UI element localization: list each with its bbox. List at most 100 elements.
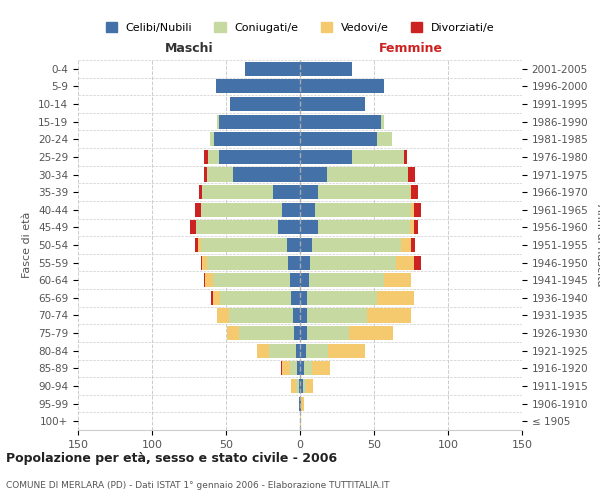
Bar <box>318 220 410 234</box>
Bar <box>220 291 291 305</box>
Bar <box>318 185 410 199</box>
Bar <box>300 326 307 340</box>
Bar <box>294 326 300 340</box>
Bar <box>414 202 421 217</box>
Bar <box>300 62 352 76</box>
Bar <box>300 80 385 94</box>
Bar <box>274 185 300 199</box>
Bar <box>349 326 393 340</box>
Bar <box>300 308 307 322</box>
Text: Maschi: Maschi <box>164 42 214 54</box>
Bar <box>257 344 269 358</box>
Bar <box>215 80 300 94</box>
Bar <box>310 256 396 270</box>
Bar <box>201 256 202 270</box>
Bar <box>205 273 212 287</box>
Bar <box>207 256 288 270</box>
Bar <box>296 379 299 393</box>
Bar <box>304 362 312 376</box>
Bar <box>367 308 411 322</box>
Bar <box>210 132 214 146</box>
Bar <box>195 202 201 217</box>
Legend: Celibi/Nubili, Coniugati/e, Vedovi/e, Divorziati/e: Celibi/Nubili, Coniugati/e, Vedovi/e, Di… <box>101 18 499 37</box>
Bar <box>306 379 313 393</box>
Bar <box>201 202 282 217</box>
Bar <box>300 273 309 287</box>
Bar <box>410 220 414 234</box>
Bar <box>300 362 304 376</box>
Bar <box>414 256 421 270</box>
Bar <box>300 291 307 305</box>
Bar <box>245 62 300 76</box>
Bar <box>300 114 382 128</box>
Bar <box>410 185 411 199</box>
Bar <box>315 202 411 217</box>
Bar <box>204 150 208 164</box>
Bar <box>300 168 326 181</box>
Bar <box>214 132 300 146</box>
Bar <box>326 168 408 181</box>
Bar <box>207 168 233 181</box>
Bar <box>299 396 300 410</box>
Bar <box>296 344 300 358</box>
Bar <box>218 150 300 164</box>
Bar <box>212 273 290 287</box>
Text: Femmine: Femmine <box>379 42 443 54</box>
Bar <box>385 273 411 287</box>
Bar <box>290 362 297 376</box>
Bar <box>199 185 202 199</box>
Bar <box>300 220 318 234</box>
Bar <box>282 362 290 376</box>
Bar <box>227 326 239 340</box>
Bar <box>218 114 300 128</box>
Bar <box>281 362 282 376</box>
Bar <box>307 291 377 305</box>
Bar <box>211 291 212 305</box>
Y-axis label: Fasce di età: Fasce di età <box>22 212 32 278</box>
Bar <box>352 150 404 164</box>
Bar <box>297 362 300 376</box>
Bar <box>291 291 300 305</box>
Bar <box>312 362 329 376</box>
Bar <box>195 238 198 252</box>
Bar <box>291 379 296 393</box>
Bar <box>196 220 278 234</box>
Bar <box>290 273 300 287</box>
Bar <box>229 308 293 322</box>
Bar <box>300 379 303 393</box>
Bar <box>204 273 205 287</box>
Text: Popolazione per età, sesso e stato civile - 2006: Popolazione per età, sesso e stato civil… <box>6 452 337 465</box>
Bar <box>300 132 377 146</box>
Bar <box>278 220 300 234</box>
Bar <box>411 185 418 199</box>
Bar <box>309 273 385 287</box>
Bar <box>198 238 201 252</box>
Bar <box>212 291 220 305</box>
Bar <box>300 344 306 358</box>
Bar <box>287 238 300 252</box>
Bar <box>217 114 218 128</box>
Bar <box>401 238 411 252</box>
Text: COMUNE DI MERLARA (PD) - Dati ISTAT 1° gennaio 2006 - Elaborazione TUTTITALIA.IT: COMUNE DI MERLARA (PD) - Dati ISTAT 1° g… <box>6 481 389 490</box>
Y-axis label: Anni di nascita: Anni di nascita <box>595 204 600 286</box>
Bar <box>202 185 274 199</box>
Bar <box>300 396 301 410</box>
Bar <box>328 344 365 358</box>
Bar <box>301 396 304 410</box>
Bar <box>300 256 310 270</box>
Bar <box>204 168 207 181</box>
Bar <box>414 220 418 234</box>
Bar <box>411 238 415 252</box>
Bar <box>300 185 318 199</box>
Bar <box>312 238 401 252</box>
Bar <box>293 308 300 322</box>
Bar <box>202 256 207 270</box>
Bar <box>404 150 407 164</box>
Bar <box>377 291 414 305</box>
Bar <box>288 256 300 270</box>
Bar <box>208 150 218 164</box>
Bar <box>233 168 300 181</box>
Bar <box>269 344 296 358</box>
Bar <box>396 256 414 270</box>
Bar <box>299 379 300 393</box>
